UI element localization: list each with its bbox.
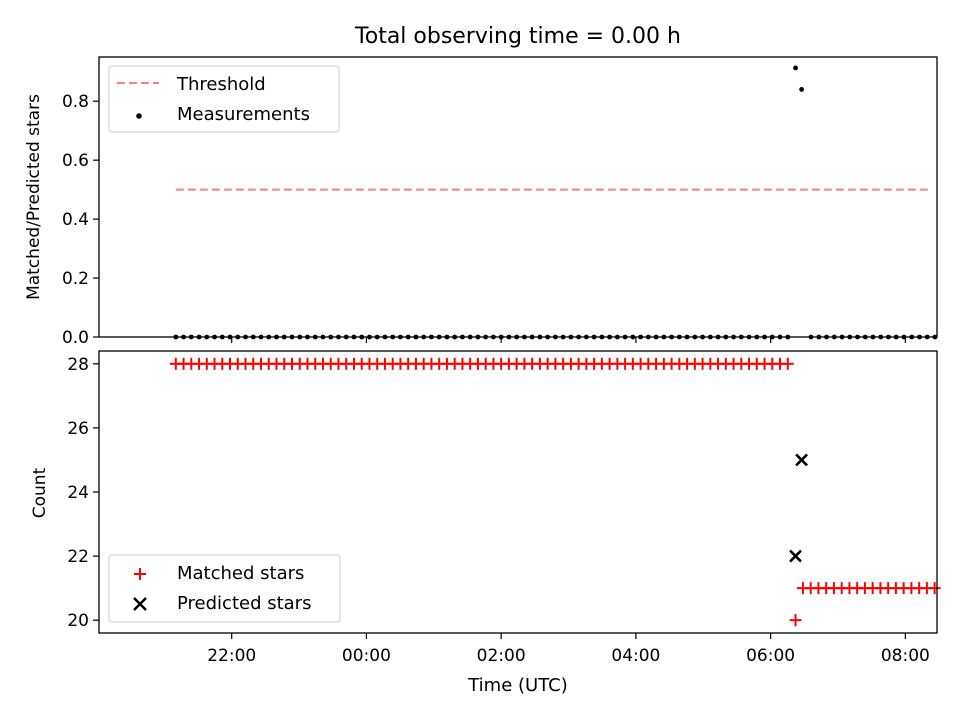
top-y-axis-label: Matched/Predicted stars xyxy=(24,94,44,300)
predicted-star-point xyxy=(789,549,802,563)
top-x-ticks xyxy=(231,337,906,343)
legend-measurements-label: Measurements xyxy=(177,104,310,125)
x-tick-label: 02:00 xyxy=(477,646,526,666)
y-tick-label: 0.8 xyxy=(62,92,89,112)
legend-threshold-label: Threshold xyxy=(176,74,266,95)
y-tick-label: 20 xyxy=(67,611,89,631)
x-tick-label: 08:00 xyxy=(881,646,930,666)
matched-star-point xyxy=(789,614,802,627)
y-tick-label: 0.4 xyxy=(62,210,89,230)
bottom-plot-marks xyxy=(169,357,941,627)
legend-box xyxy=(108,554,341,623)
legend-box xyxy=(108,65,340,133)
legend-predicted-swatch xyxy=(133,597,147,611)
y-tick-label: 0.6 xyxy=(62,151,89,171)
x-tick-label: 22:00 xyxy=(207,646,256,666)
y-tick-label: 26 xyxy=(67,419,89,439)
y-tick-label: 0.0 xyxy=(62,328,89,348)
predicted-star-point xyxy=(795,453,809,467)
measurement-point xyxy=(799,87,804,92)
y-tick-label: 0.2 xyxy=(62,269,89,289)
y-tick-label: 24 xyxy=(67,483,89,503)
bottom-legend: Matched stars Predicted stars xyxy=(108,554,341,623)
bottom-x-axis: 22:00 00:00 02:00 04:00 06:00 08:00 xyxy=(207,633,930,666)
top-legend: Threshold Measurements xyxy=(108,65,340,133)
y-tick-label: 28 xyxy=(67,355,89,375)
bottom-y-axis: 20 22 24 26 28 xyxy=(67,355,99,631)
x-axis-label: Time (UTC) xyxy=(467,675,568,696)
y-tick-label: 22 xyxy=(67,547,89,567)
legend-matched-label: Matched stars xyxy=(177,563,304,584)
legend-matched-swatch xyxy=(134,568,146,580)
measurement-point xyxy=(793,65,798,71)
matched-star-point xyxy=(781,357,794,370)
top-y-axis: 0.0 0.2 0.4 0.6 0.8 xyxy=(62,92,99,348)
x-tick-label: 00:00 xyxy=(342,646,391,666)
bottom-y-axis-label: Count xyxy=(30,467,50,518)
chart-title: Total observing time = 0.00 h xyxy=(354,24,681,49)
x-tick-label: 06:00 xyxy=(746,646,795,666)
top-plot-frame xyxy=(98,56,938,338)
top-plot: Total observing time = 0.00 h 0.00.20.40… xyxy=(24,24,938,348)
legend-predicted-label: Predicted stars xyxy=(177,593,311,614)
x-tick-label: 04:00 xyxy=(611,646,660,666)
matched-star-point xyxy=(928,582,941,595)
legend-measurements-swatch xyxy=(136,113,142,119)
bottom-plot: 20 22 24 26 28 22:00 00:00 02:00 04:00 06:00 08:0… xyxy=(30,350,941,696)
